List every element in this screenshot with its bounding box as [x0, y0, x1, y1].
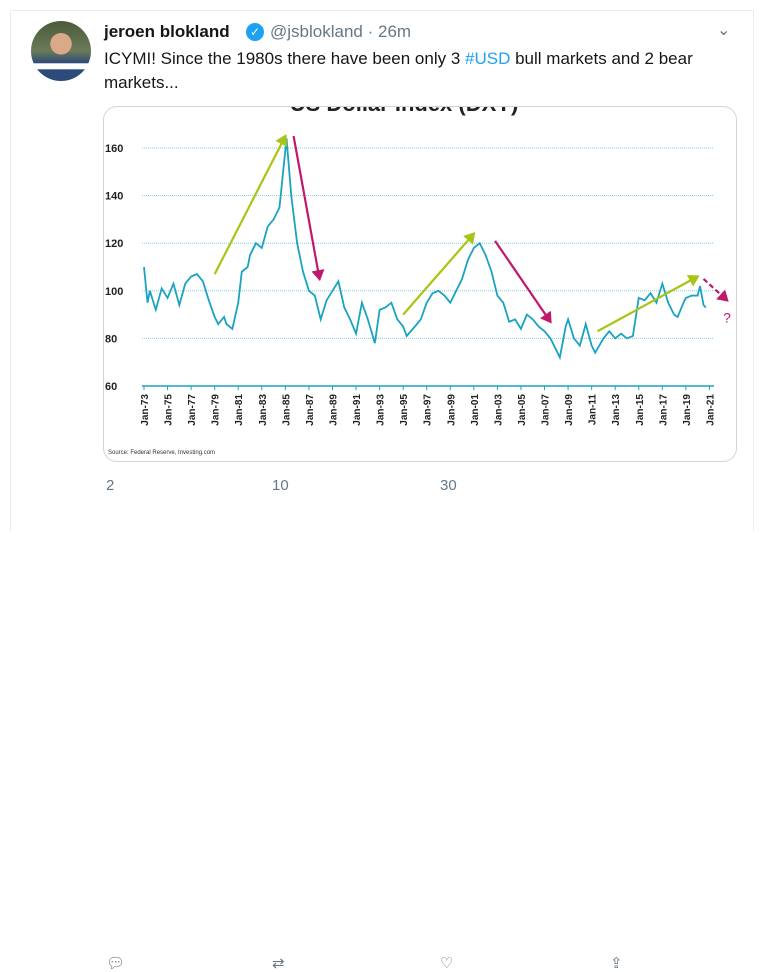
text-part: ICYMI! Since the 1980s there have been o…: [104, 49, 466, 68]
y-tick-label: 160: [105, 143, 123, 155]
handle-text: @jsblokland: [270, 22, 363, 41]
hashtag-link[interactable]: #USD: [465, 49, 511, 68]
x-tick-label: Jan-17: [658, 394, 669, 426]
chevron-down-icon[interactable]: ⌄: [717, 22, 731, 39]
x-tick-label: Jan-93: [376, 394, 387, 426]
bull-arrow: [213, 134, 288, 275]
tweet-text: ICYMI! Since the 1980s there have been o…: [104, 47, 744, 95]
author-name[interactable]: jeroen blokland: [104, 22, 230, 41]
tweet-image-chart[interactable]: US Dollar Index (DXY) Source: Federal Re…: [103, 106, 737, 462]
y-tick-label: 60: [105, 381, 117, 393]
x-tick-label: Jan-91: [352, 394, 363, 426]
bear-arrow: [494, 240, 552, 324]
avatar[interactable]: [31, 21, 91, 81]
bull-arrow: [402, 232, 476, 316]
chart-source: Source: Federal Reserve, Investing.com: [108, 450, 215, 456]
x-tick-label: Jan-11: [588, 394, 599, 426]
x-tick-label: Jan-13: [611, 394, 622, 426]
like-button[interactable]: ♡ 30: [440, 477, 457, 972]
bear-arrow: [702, 278, 729, 302]
y-tick-label: 140: [105, 191, 123, 203]
bear-arrow: [292, 135, 325, 282]
timestamp[interactable]: 26m: [378, 22, 412, 41]
x-tick-label: Jan-21: [705, 394, 716, 426]
verified-badge-icon: ✓: [246, 23, 264, 41]
author-handle[interactable]: @jsblokland · 26m: [270, 22, 411, 42]
reply-count: 2: [106, 477, 115, 494]
y-tick-label: 120: [105, 238, 123, 250]
x-tick-label: Jan-99: [446, 394, 457, 426]
reply-icon: 💬︎: [106, 955, 126, 972]
y-tick-label: 80: [105, 333, 117, 345]
x-tick-label: Jan-75: [164, 394, 175, 426]
x-tick-label: Jan-09: [564, 394, 575, 426]
x-tick-label: Jan-05: [517, 394, 528, 426]
chart-title: US Dollar Index (DXY): [290, 107, 519, 116]
x-tick-label: Jan-01: [470, 394, 481, 426]
retweet-icon: ⇄: [272, 955, 285, 972]
x-tick-label: Jan-89: [328, 394, 339, 426]
x-tick-label: Jan-19: [682, 394, 693, 426]
retweet-button[interactable]: ⇄ 10: [272, 477, 289, 972]
question-mark: ?: [723, 309, 731, 325]
x-tick-label: Jan-97: [423, 394, 434, 426]
x-tick-label: Jan-87: [305, 394, 316, 426]
x-tick-label: Jan-85: [281, 394, 292, 426]
x-tick-label: Jan-95: [399, 394, 410, 426]
bull-arrow: [597, 274, 700, 333]
share-icon: ⇪: [610, 955, 623, 972]
x-tick-label: Jan-77: [187, 394, 198, 426]
text-part: bull markets and 2 bear markets...: [104, 49, 693, 92]
y-tick-label: 100: [105, 286, 123, 298]
reply-button[interactable]: 💬︎ 2: [106, 477, 125, 972]
x-tick-label: Jan-81: [234, 394, 245, 426]
x-tick-label: Jan-79: [211, 394, 222, 426]
heart-icon: ♡: [440, 955, 454, 972]
x-tick-label: Jan-73: [140, 394, 151, 426]
dxy-line: [143, 138, 707, 361]
chart-svg: US Dollar Index (DXY) Source: Federal Re…: [105, 107, 731, 456]
retweet-count: 10: [272, 477, 289, 494]
x-tick-label: Jan-15: [635, 394, 646, 426]
like-count: 30: [440, 477, 457, 494]
x-tick-label: Jan-83: [258, 394, 269, 426]
x-tick-label: Jan-03: [493, 394, 504, 426]
separator: ·: [367, 22, 374, 41]
tweet-card[interactable]: [10, 10, 754, 531]
x-tick-label: Jan-07: [541, 394, 552, 426]
